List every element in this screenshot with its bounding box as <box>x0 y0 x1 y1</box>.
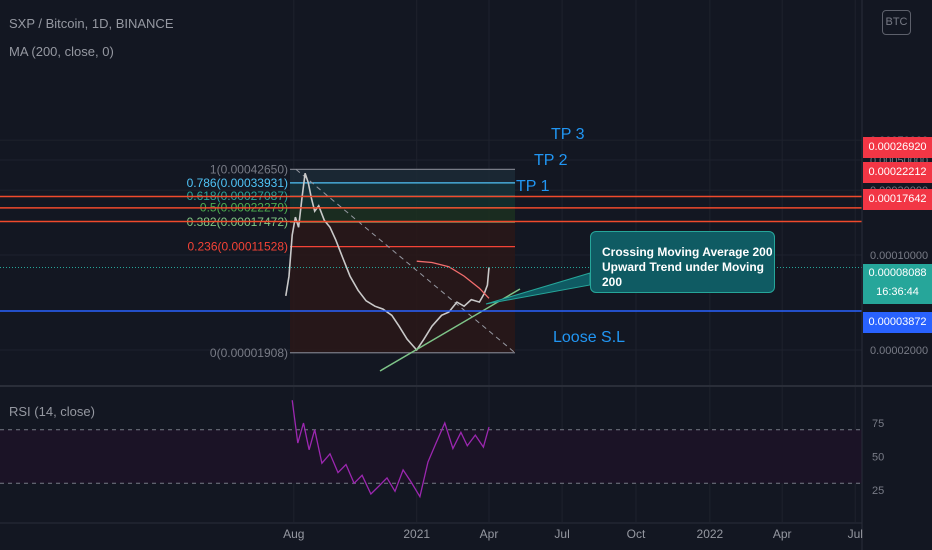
x-tick-label: Apr <box>773 527 792 541</box>
last-price-value: 0.00008088 <box>868 267 927 279</box>
y-tick-label: 0.00002000 <box>870 345 928 357</box>
tp1-price-tag: 0.00017642 <box>863 189 932 210</box>
x-tick-label: 2022 <box>697 527 724 541</box>
fib-level-label: 0(0.00001908) <box>210 346 288 360</box>
rsi-y-tick-label: 50 <box>872 452 884 464</box>
rsi-pane: 75 50 25 <box>0 400 884 499</box>
moving-average-line <box>416 260 490 299</box>
symbol-title: SXP / Bitcoin, 1D, BINANCE <box>9 16 174 31</box>
rsi-legend: RSI (14, close) <box>9 404 95 419</box>
fib-zone <box>290 196 515 208</box>
price-line <box>285 172 490 352</box>
annotation-callout: Crossing Moving Average 200 Upward Trend… <box>590 231 775 293</box>
rsi-y-tick-label: 75 <box>872 418 884 430</box>
tp1-label: TP 1 <box>516 178 550 195</box>
callout-line-1: Crossing Moving Average 200 <box>602 245 773 259</box>
x-tick-label: Aug <box>283 527 304 541</box>
fib-zone <box>290 182 515 197</box>
rsi-y-tick-label: 25 <box>872 485 884 497</box>
tp3-label: TP 3 <box>551 126 585 143</box>
tp2-label: TP 2 <box>534 152 568 169</box>
tp3-price-tag: 0.00026920 <box>863 137 932 158</box>
x-tick-label: Jul <box>848 527 863 541</box>
fib-level-label: 1(0.00042650) <box>210 162 288 176</box>
fib-zone <box>290 169 515 183</box>
support-trendline <box>379 288 521 372</box>
last-price-tag: 0.00008088 16:36:44 <box>863 264 932 304</box>
stop-loss-price-tag: 0.00003872 <box>863 312 932 333</box>
callout-line-2: Upward Trend under Moving 200 <box>602 260 765 289</box>
x-tick-label: 2021 <box>403 527 430 541</box>
fib-level-label: 0.236(0.00011528) <box>187 240 288 254</box>
x-tick-label: Jul <box>554 527 569 541</box>
fib-zone <box>290 246 515 353</box>
price-series <box>285 172 591 372</box>
fib-zone <box>290 222 515 247</box>
countdown-timer: 16:36:44 <box>876 286 919 298</box>
fib-trendline <box>295 169 516 354</box>
horizontal-lines <box>0 195 862 312</box>
ma-legend: MA (200, close, 0) <box>9 44 114 59</box>
y-tick-label: 0.00010000 <box>870 250 928 262</box>
rsi-line <box>291 400 490 499</box>
fib-level-label: 0.786(0.00033931) <box>187 176 288 190</box>
x-tick-label: Apr <box>480 527 499 541</box>
stop-loss-label: Loose S.L <box>553 329 626 346</box>
tp2-price-tag: 0.00022212 <box>863 162 932 183</box>
currency-badge[interactable]: BTC <box>882 10 911 35</box>
x-tick-label: Oct <box>627 527 646 541</box>
